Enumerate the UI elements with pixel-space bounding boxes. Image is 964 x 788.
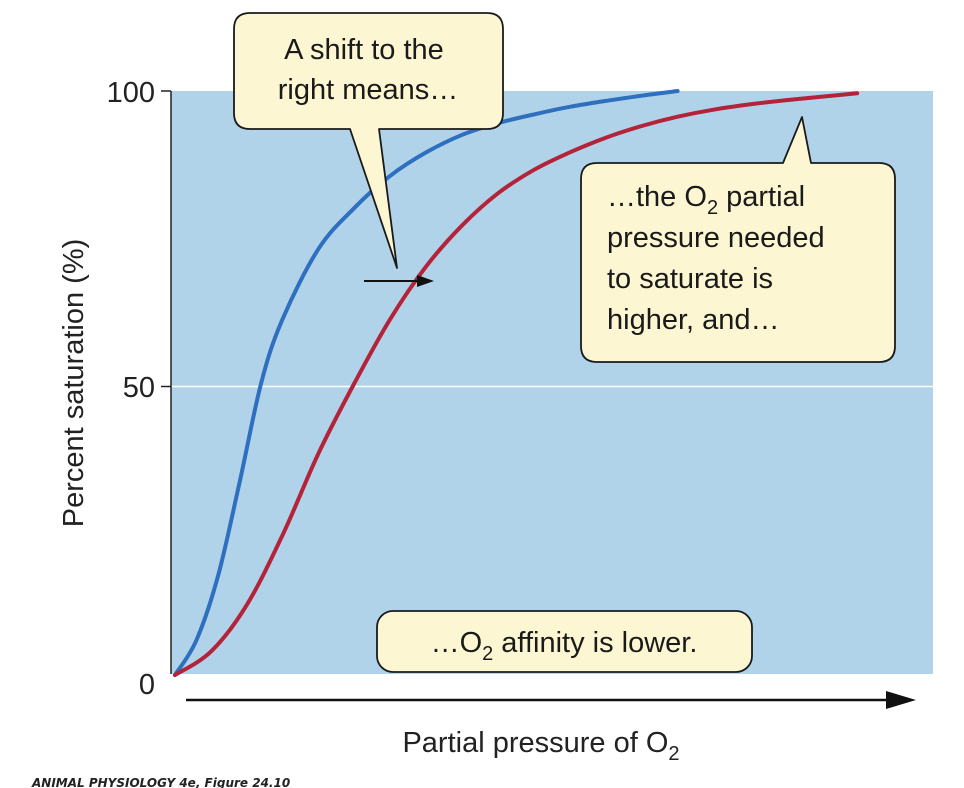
callout-pressure-box (580, 116, 896, 363)
callout-pressure-line-3-segment: to saturate is (607, 263, 773, 295)
y-tick-label-100: 100 (107, 77, 155, 109)
y-axis-title: Percent saturation (%) (58, 239, 90, 528)
callout-pressure-text: …the O2 partial pressure needed to saturat… (607, 181, 825, 336)
callout-affinity-box (376, 610, 753, 673)
y-tick-label-50: 50 (123, 372, 155, 404)
shift-arrowhead (417, 275, 434, 287)
callout-affinity-line-1-subscript: 2 (482, 643, 493, 665)
callout-affinity-line-1-segment: affinity is lower. (493, 627, 697, 659)
callout-shift-text: A shift to the right means… (278, 34, 459, 106)
callout-shift-line-2: right means… (278, 74, 459, 106)
callout-shift-box (233, 12, 504, 269)
callout-shift-line-1: A shift to the (284, 34, 444, 66)
series-line-right-curve (173, 91, 860, 677)
callout-affinity-line-1-segment: …O (431, 627, 483, 659)
x-axis-title: Partial pressure of O2 (402, 727, 679, 765)
callout-affinity-text: …O2 affinity is lower. (431, 627, 698, 665)
callout-pressure-line-1-segment: …the O (607, 181, 707, 213)
figure-credit: ANIMAL PHYSIOLOGY 4e, Figure 24.10 (31, 776, 290, 788)
x-axis-arrowhead (886, 691, 916, 709)
callout-pressure-line-1-subscript: 2 (707, 197, 718, 219)
y-tick-label-0: 0 (139, 669, 155, 701)
x-axis-title-main: Partial pressure of O (402, 727, 668, 759)
x-axis-title-sub: 2 (668, 743, 679, 765)
callout-pressure-line-4-segment: higher, and… (607, 304, 780, 336)
callout-pressure-line-1-segment: partial (718, 181, 805, 213)
callout-pressure-line-2-segment: pressure needed (607, 222, 825, 254)
